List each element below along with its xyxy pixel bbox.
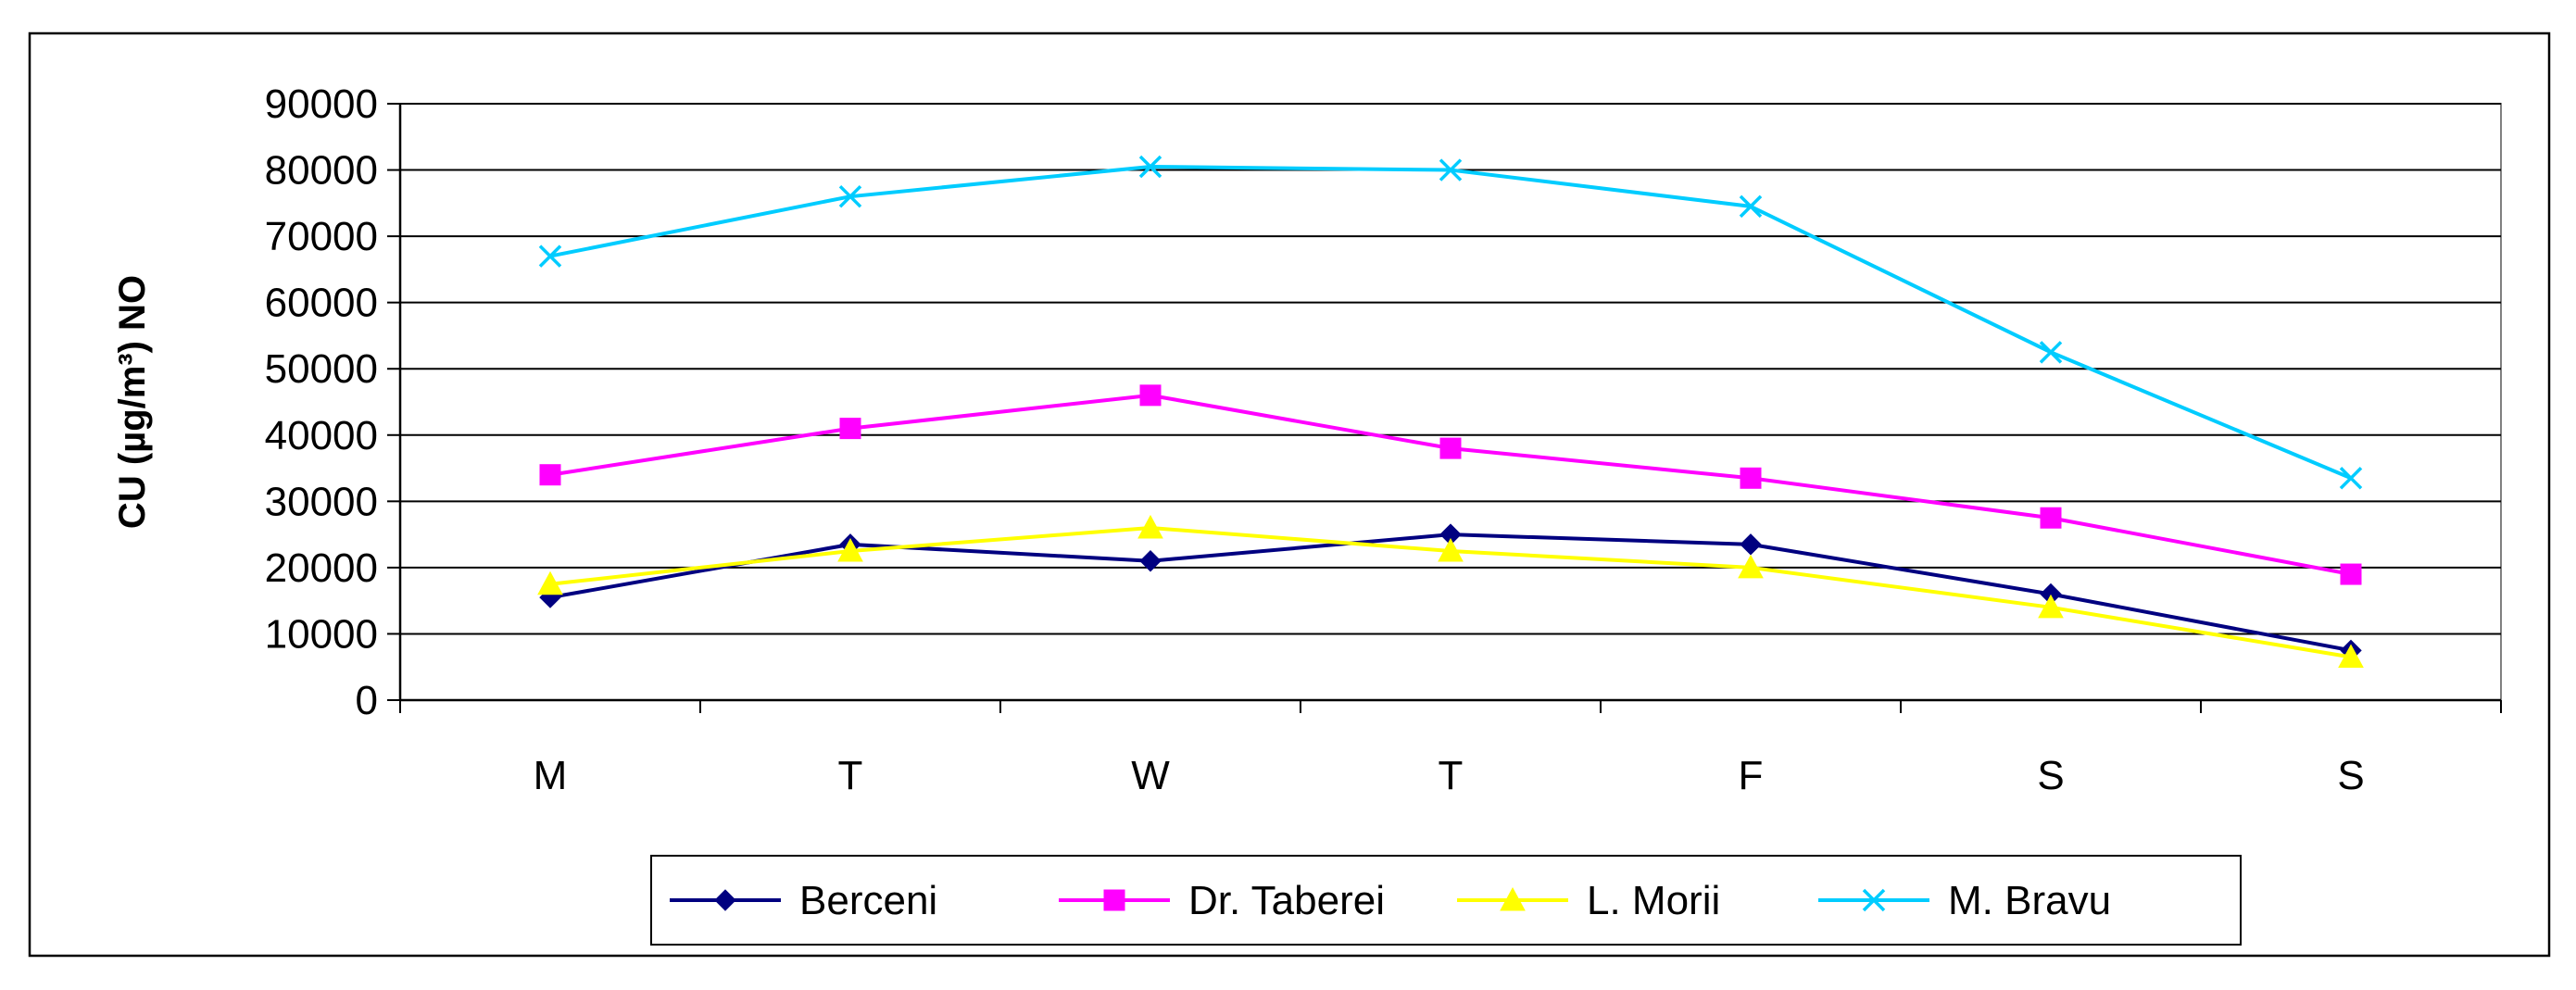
data-point: [1137, 514, 1163, 539]
data-point: [1139, 550, 1162, 572]
series-3: [538, 155, 2363, 490]
legend-label: Berceni: [799, 878, 937, 923]
data-point: [2339, 467, 2363, 490]
legend-entry: M. Bravu: [1818, 878, 2111, 923]
legend-label: L. Morii: [1587, 878, 1720, 923]
series-1: [539, 384, 2362, 585]
data-point: [838, 184, 862, 208]
axes: 0 10000 20000 30000 40000 50000 60000 70000 8000…: [265, 81, 2502, 798]
y-tick-label: 0: [356, 678, 378, 723]
data-point: [1138, 155, 1162, 179]
y-tick-label: 50000: [265, 346, 378, 392]
x-tick-label: S: [2337, 753, 2364, 798]
data-point: [2338, 644, 2364, 668]
x-tick-label: S: [2037, 753, 2064, 798]
y-tick-label: 90000: [265, 81, 378, 127]
gridlines: [400, 103, 2501, 635]
data-point: [1862, 888, 1886, 912]
data-point: [1500, 886, 1526, 911]
y-tick-label: 10000: [265, 611, 378, 657]
data-point: [1439, 158, 1463, 182]
data-point: [1438, 537, 1464, 562]
x-tick-label: T: [1439, 753, 1464, 798]
data-point: [2038, 594, 2064, 619]
x-tick-label: T: [838, 753, 863, 798]
legend-box: [650, 855, 2242, 946]
data-point: [1139, 384, 1162, 407]
x-tick-label: F: [1739, 753, 1764, 798]
data-point: [1103, 889, 1125, 911]
y-tick-label: 20000: [265, 545, 378, 591]
data-point: [1439, 437, 1462, 459]
legend-label: Dr. Taberei: [1188, 878, 1385, 923]
y-axis-label: CU (µg/m³) NO: [112, 275, 153, 529]
data-point: [2039, 341, 2063, 364]
y-tick-label: 30000: [265, 479, 378, 524]
data-point: [538, 244, 562, 268]
data-point: [1740, 467, 1762, 489]
data-point: [839, 418, 861, 440]
data-point: [537, 570, 563, 595]
legend-entry: L. Morii: [1457, 878, 1720, 923]
data-point: [1739, 194, 1763, 219]
y-tick-label: 80000: [265, 148, 378, 194]
series-layer: [537, 155, 2364, 668]
legend: Berceni Dr. Taberei L. Morii M. Bravu: [650, 855, 2242, 946]
data-point: [539, 464, 561, 486]
x-tick-label: M: [534, 753, 568, 798]
data-point: [837, 537, 863, 562]
legend-label: M. Bravu: [1948, 878, 2111, 923]
legend-entry: Dr. Taberei: [1059, 878, 1385, 923]
data-point: [1738, 554, 1764, 579]
plot-area: [399, 103, 2502, 701]
data-point: [2040, 507, 2062, 529]
legend-entry: Berceni: [670, 878, 937, 923]
series-2: [537, 514, 2364, 668]
data-point: [2340, 563, 2362, 585]
y-tick-label: 70000: [265, 214, 378, 259]
y-tick-label: 40000: [265, 413, 378, 458]
x-tick-label: W: [1131, 753, 1170, 798]
data-point: [714, 889, 736, 911]
y-tick-label: 60000: [265, 281, 378, 326]
